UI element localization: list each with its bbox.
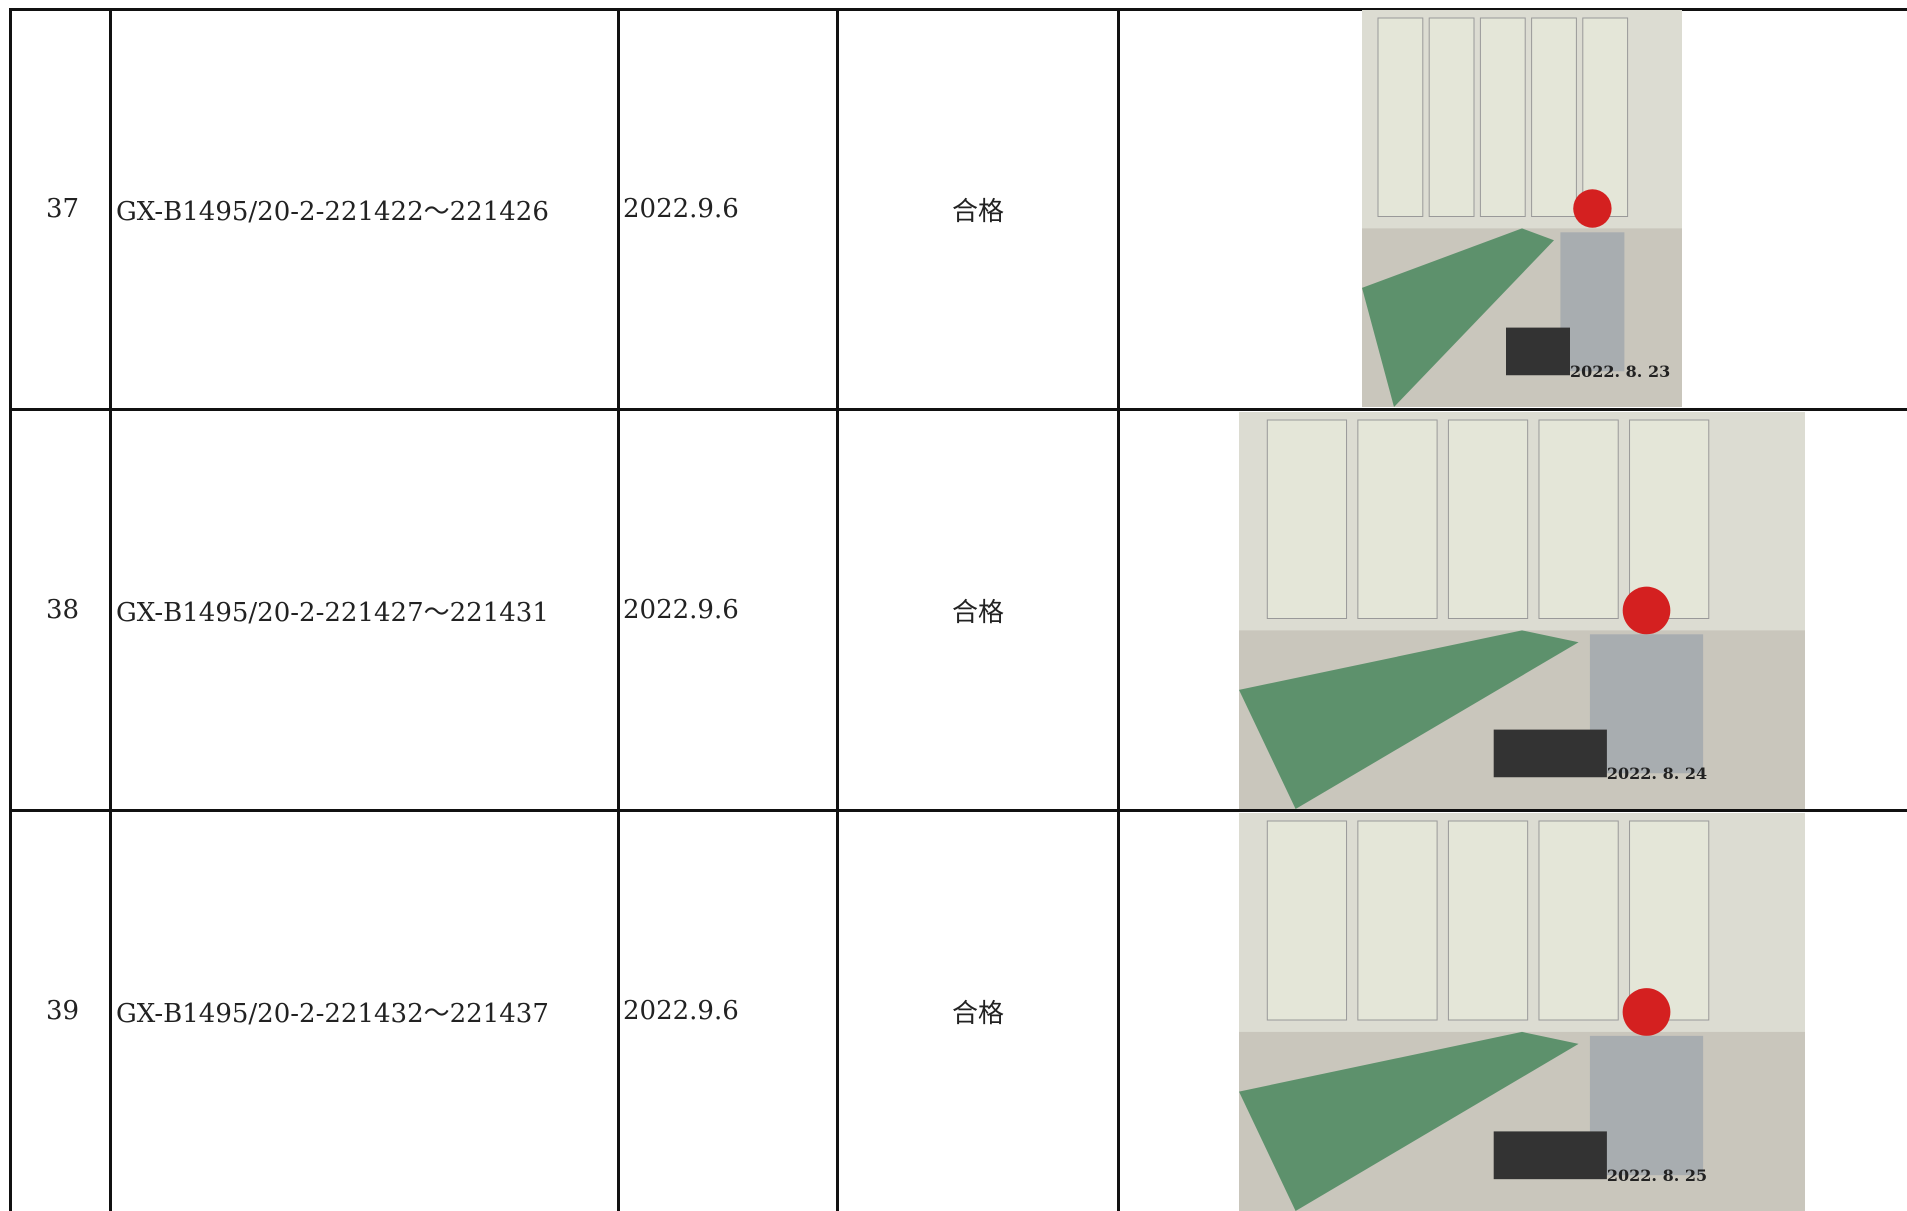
cell-result: 合格: [951, 597, 1004, 628]
floor-mark: [1362, 228, 1554, 407]
cabinet: [1357, 419, 1438, 619]
cabinet: [1629, 820, 1710, 1021]
border: [9, 9, 12, 1211]
cell-result: 合格: [951, 196, 1004, 227]
photo-stamp: 2022. 8. 24: [1607, 764, 1707, 783]
border: [9, 809, 1907, 812]
cabinet: [1357, 820, 1438, 1021]
cell-no: 38: [46, 595, 80, 625]
photo: 2022. 8. 25: [1239, 813, 1805, 1211]
worker: [1589, 1035, 1704, 1176]
cell-model: GX-B1495/20-2-221432～221437: [116, 998, 549, 1029]
worker-helmet: [1573, 189, 1612, 228]
photo-stamp: 2022. 8. 25: [1607, 1166, 1707, 1185]
cabinet: [1629, 419, 1710, 619]
photo: 2022. 8. 23: [1362, 10, 1682, 407]
cabinet: [1582, 17, 1629, 217]
cell-result: 合格: [951, 998, 1004, 1029]
worker: [1560, 232, 1625, 372]
cabinet: [1377, 17, 1424, 217]
border: [9, 8, 1907, 11]
border: [617, 9, 620, 1211]
border: [9, 408, 1907, 411]
photo: 2022. 8. 24: [1239, 412, 1805, 809]
cell-model: GX-B1495/20-2-221422～221426: [116, 196, 549, 227]
equipment: [1506, 327, 1570, 376]
equipment: [1493, 1131, 1607, 1180]
cabinet: [1266, 419, 1348, 619]
cabinet: [1538, 419, 1619, 619]
cell-no: 37: [46, 194, 80, 224]
cabinet: [1479, 17, 1526, 217]
worker-helmet: [1622, 988, 1671, 1036]
cell-model: GX-B1495/20-2-221427～221431: [116, 597, 549, 628]
border: [1117, 9, 1120, 1211]
cabinet: [1428, 17, 1475, 217]
photo-stamp: 2022. 8. 23: [1570, 362, 1670, 381]
cabinet: [1538, 820, 1619, 1021]
worker: [1589, 634, 1704, 774]
worker-helmet: [1622, 586, 1671, 635]
cell-date: 2022.9.6: [623, 996, 739, 1026]
equipment: [1493, 729, 1607, 778]
border: [836, 9, 839, 1211]
cell-date: 2022.9.6: [623, 194, 739, 224]
cabinet: [1531, 17, 1577, 217]
floor-mark: [1239, 630, 1579, 809]
border: [109, 9, 112, 1211]
cell-date: 2022.9.6: [623, 595, 739, 625]
cabinet: [1266, 820, 1348, 1021]
floor-mark: [1239, 1031, 1579, 1211]
cabinet: [1447, 419, 1529, 619]
cell-no: 39: [46, 996, 80, 1026]
cabinet: [1447, 820, 1529, 1021]
